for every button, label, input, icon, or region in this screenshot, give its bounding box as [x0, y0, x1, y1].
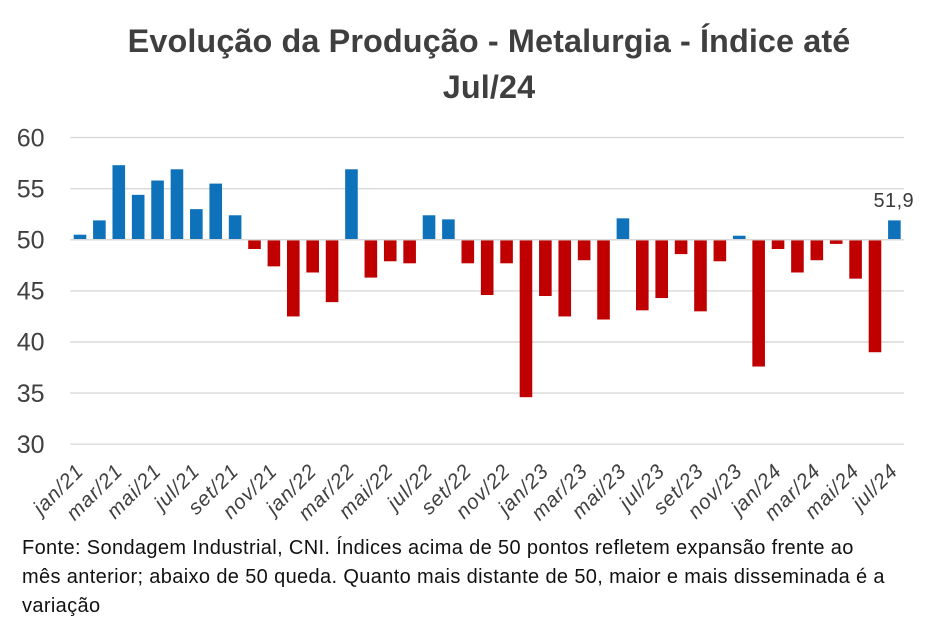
svg-text:50: 50	[17, 227, 45, 255]
svg-text:51,9: 51,9	[874, 190, 915, 212]
svg-text:35: 35	[17, 380, 45, 408]
svg-text:45: 45	[17, 278, 45, 306]
svg-text:30: 30	[17, 431, 45, 459]
svg-text:55: 55	[17, 175, 45, 203]
svg-text:60: 60	[17, 124, 45, 152]
svg-text:40: 40	[17, 329, 45, 357]
